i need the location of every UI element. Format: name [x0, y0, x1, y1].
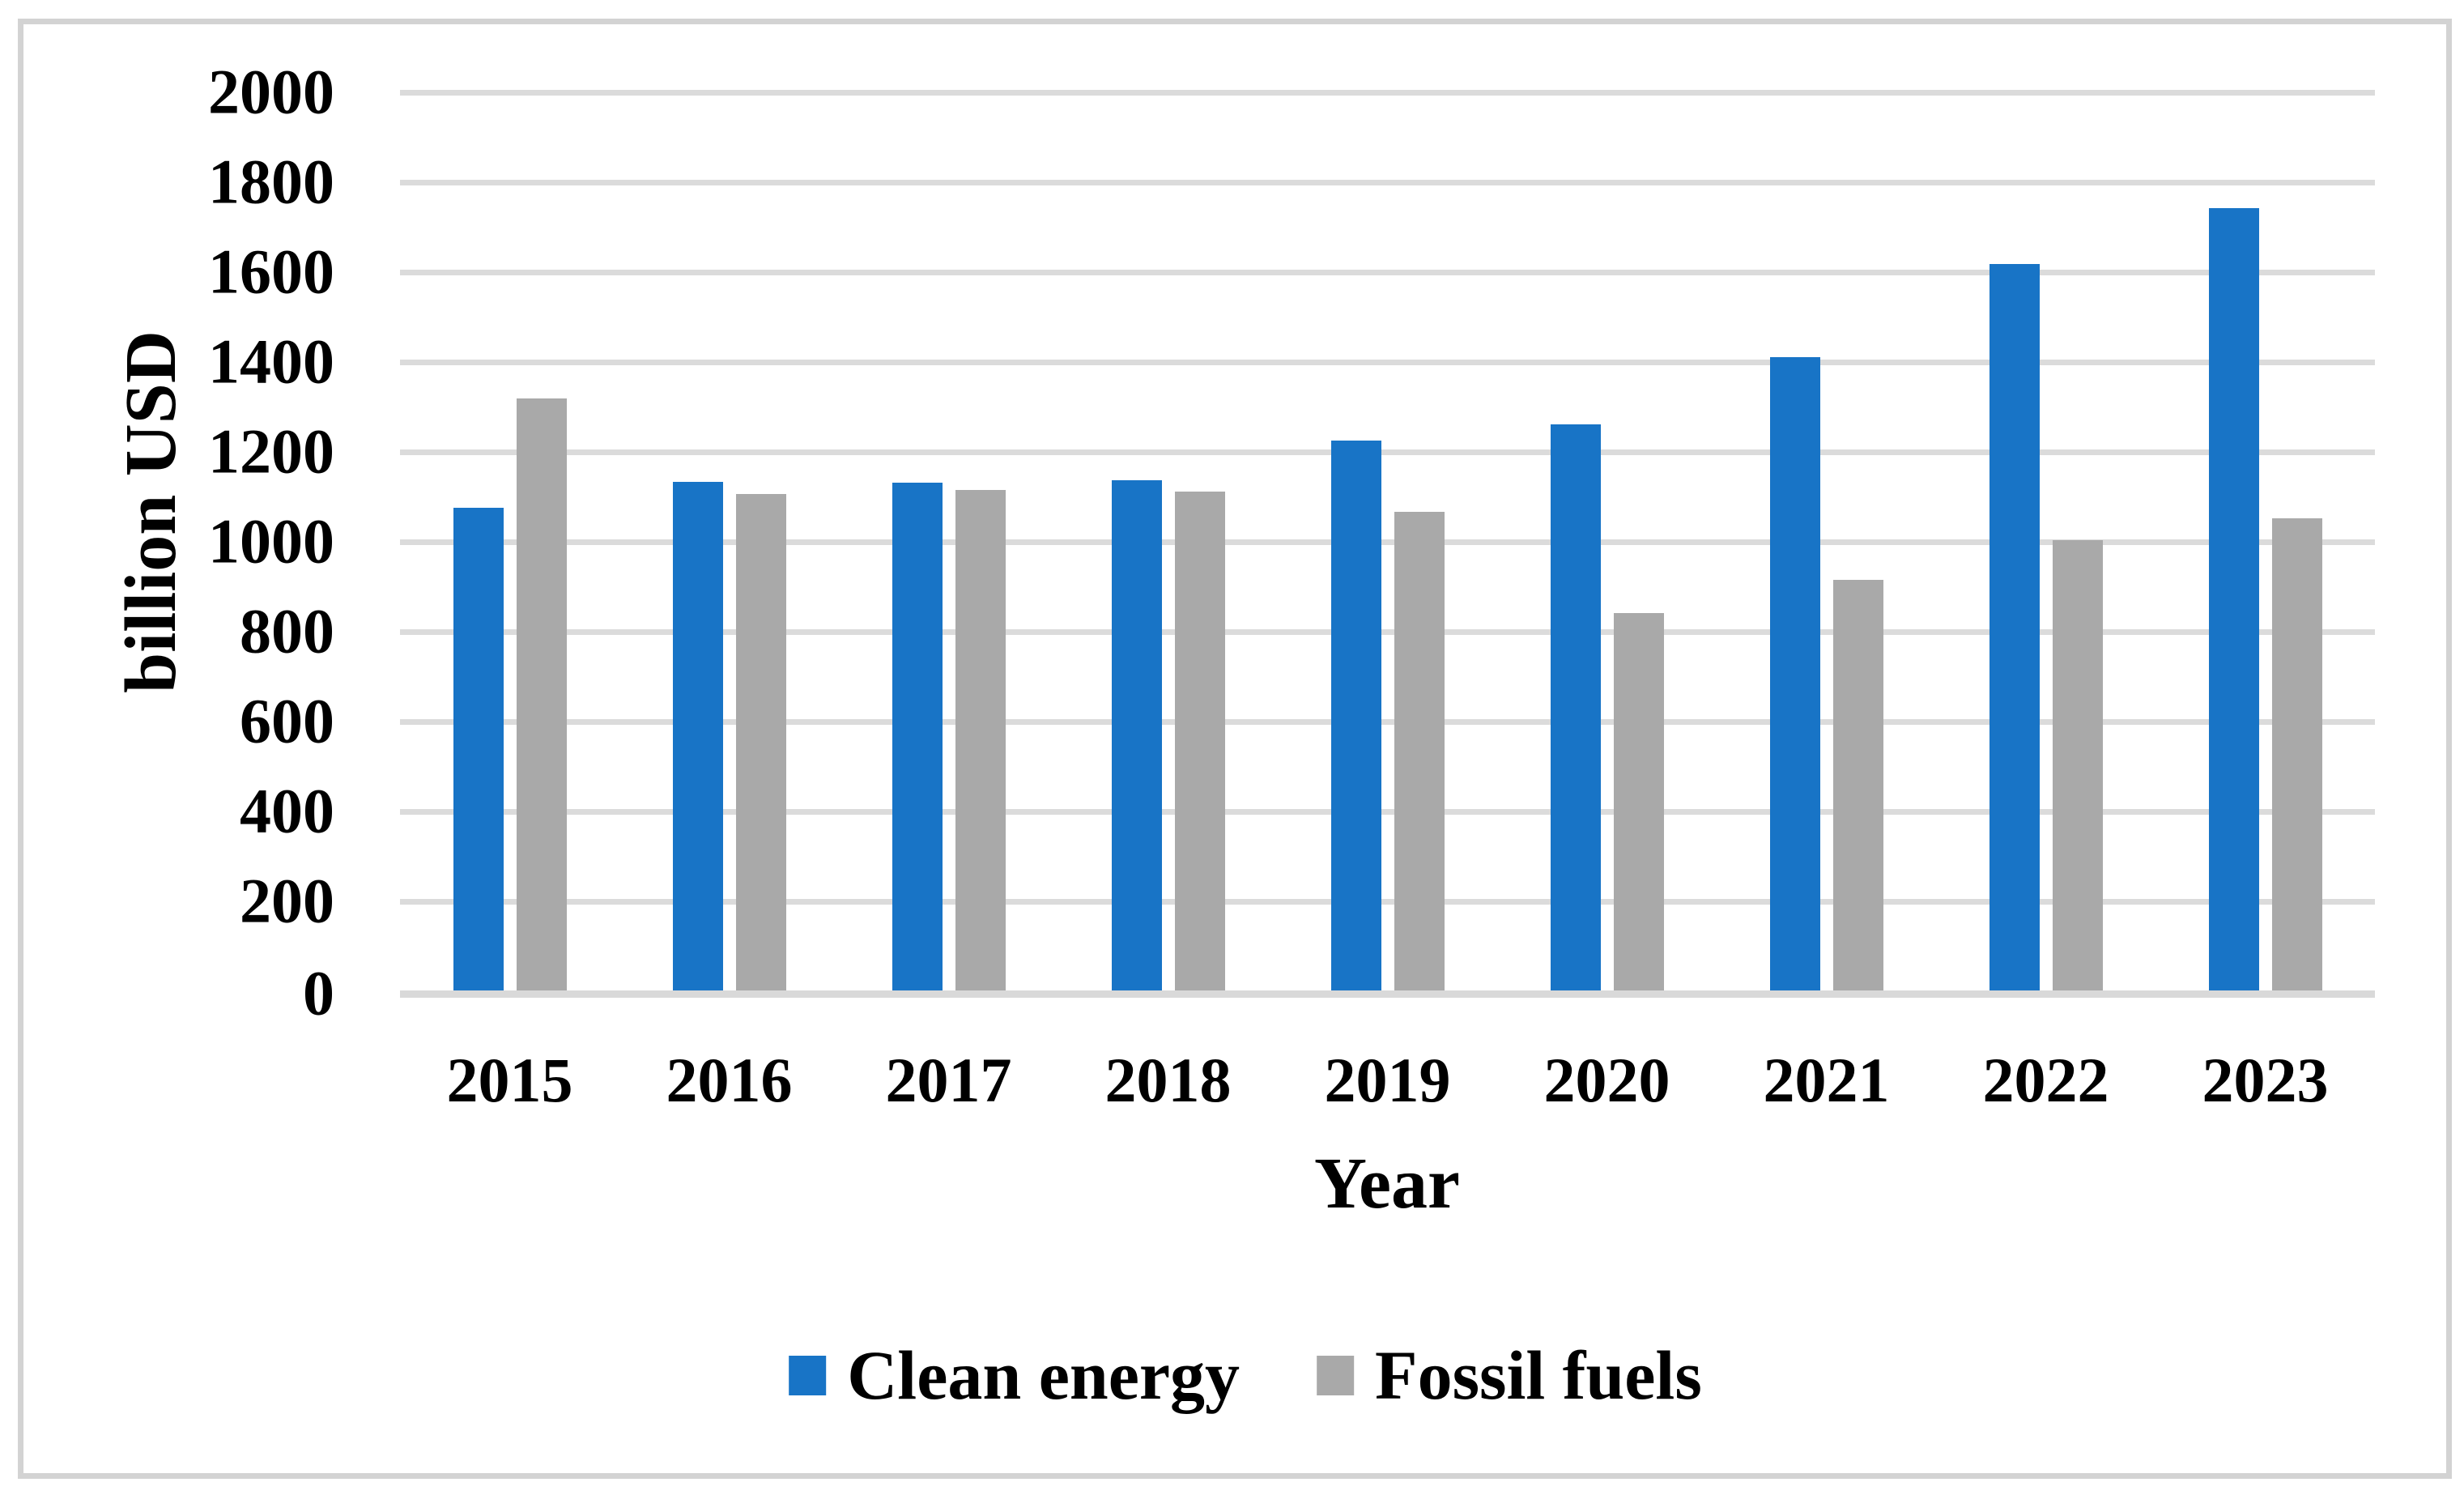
x-axis-line [400, 990, 2375, 998]
y-tick-label-800: 800 [240, 594, 334, 666]
y-tick-label-1400: 1400 [208, 325, 334, 396]
bar-clean-energy-2019 [1330, 440, 1381, 990]
gridline-1200 [400, 449, 2375, 455]
y-tick-label-600: 600 [240, 684, 334, 756]
bar-clean-energy-2023 [2208, 207, 2259, 990]
gridline-200 [400, 899, 2375, 905]
gridline-400 [400, 809, 2375, 815]
legend-item-fossil-fuels: Fossil fuels [1317, 1340, 1702, 1410]
x-tick-label-2021: 2021 [1763, 1045, 1890, 1115]
bar-clean-energy-2018 [1111, 479, 1162, 990]
bar-clean-energy-2021 [1769, 357, 1820, 990]
bar-fossil-fuels-2020 [1613, 612, 1664, 990]
bar-fossil-fuels-2023 [2271, 518, 2322, 990]
bar-clean-energy-2015 [453, 508, 504, 990]
x-tick-label-2016: 2016 [666, 1045, 793, 1115]
y-tick-label-2000: 2000 [208, 55, 334, 126]
bar-fossil-fuels-2016 [735, 494, 786, 990]
gridline-1800 [400, 180, 2375, 185]
x-axis-title: Year [1314, 1144, 1460, 1224]
y-axis-title: billion USD [111, 330, 191, 693]
y-tick-label-0: 0 [303, 956, 334, 1028]
gridline-600 [400, 719, 2375, 725]
y-tick-label-1200: 1200 [208, 415, 334, 486]
x-tick-label-2023: 2023 [2202, 1045, 2329, 1115]
bar-fossil-fuels-2017 [955, 490, 1006, 990]
legend: Clean energy Fossil fuels [789, 1340, 1702, 1410]
y-tick-label-400: 400 [240, 774, 334, 845]
bar-fossil-fuels-2018 [1174, 491, 1225, 990]
gridline-1600 [400, 270, 2375, 275]
x-tick-label-2015: 2015 [446, 1045, 573, 1115]
bar-clean-energy-2022 [1989, 263, 2040, 990]
x-tick-label-2020: 2020 [1543, 1045, 1670, 1115]
bar-fossil-fuels-2022 [2052, 539, 2103, 990]
gridline-1400 [400, 360, 2375, 365]
legend-item-clean-energy: Clean energy [789, 1340, 1240, 1410]
legend-marker-fossil-fuels-icon [1317, 1355, 1355, 1395]
y-tick-label-200: 200 [240, 864, 334, 935]
bar-fossil-fuels-2015 [516, 398, 567, 990]
x-tick-label-2019: 2019 [1324, 1045, 1451, 1115]
gridline-2000 [400, 90, 2375, 96]
y-tick-label-1600: 1600 [208, 235, 334, 306]
legend-label-fossil-fuels: Fossil fuels [1375, 1336, 1702, 1414]
x-tick-label-2017: 2017 [885, 1045, 1012, 1115]
bar-clean-energy-2016 [672, 482, 723, 990]
legend-label-clean-energy: Clean energy [847, 1336, 1241, 1414]
gridline-800 [400, 629, 2375, 635]
x-tick-label-2022: 2022 [1982, 1045, 2109, 1115]
legend-marker-clean-energy-icon [789, 1355, 827, 1395]
bar-fossil-fuels-2019 [1394, 511, 1445, 990]
figure-border [18, 19, 2452, 1479]
y-tick-label-1000: 1000 [208, 505, 334, 576]
y-tick-label-1800: 1800 [208, 145, 334, 216]
x-tick-label-2018: 2018 [1104, 1045, 1232, 1115]
gridline-1000 [400, 539, 2375, 545]
bar-clean-energy-2017 [892, 482, 943, 990]
bar-clean-energy-2020 [1550, 424, 1601, 990]
bar-fossil-fuels-2021 [1832, 579, 1883, 990]
